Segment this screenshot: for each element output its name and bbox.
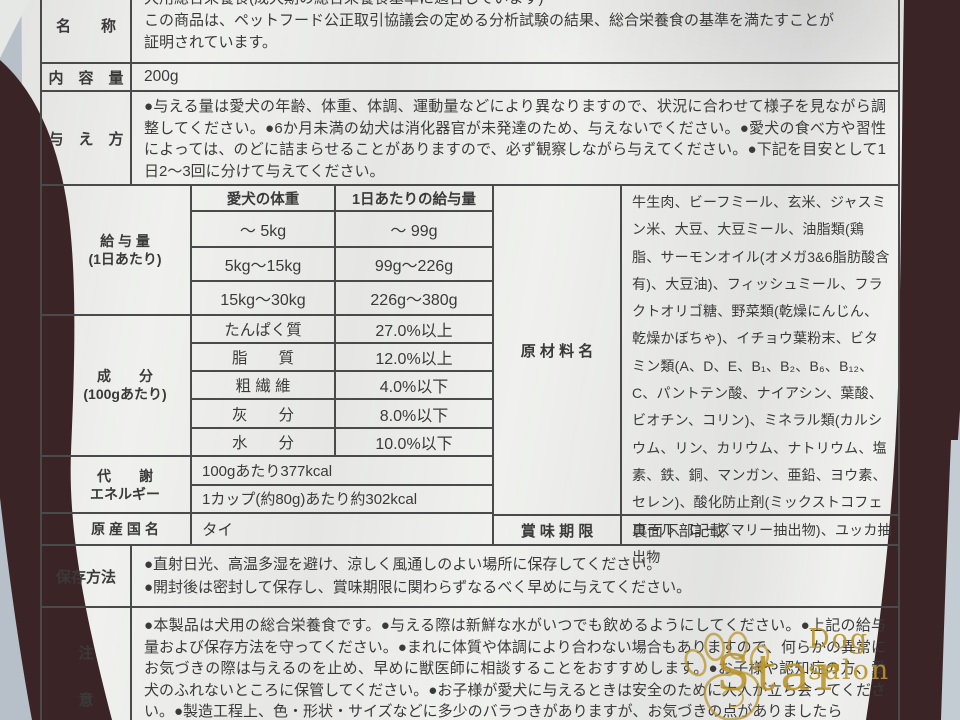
energy-section: 代 謝 エネルギー 100gあたり377kcal 1カップ(約80g)あたり約3… [42,454,492,513]
supply-weight-cell: 5kg〜15kg [192,248,336,280]
nutrition-row: 粗 繊 維 4.0%以下 [192,370,492,399]
supply-label-line2: (1日あたり) [88,251,162,267]
feeding-text: ●与える量は愛犬の年齢、体重、体調、運動量などにより異なりますので、状況に合わせ… [144,98,886,180]
energy-label-line1: 代 謝 [97,467,153,484]
origin-value: タイ [202,522,234,540]
nutrition-row: たんぱく質 27.0%以上 [192,316,492,343]
watermark-shop-type: Dog salon [808,624,891,686]
energy-label-line2: エネルギー [90,485,160,502]
ingredients-text: 牛生肉、ビーフミール、玄米、ジャスミン米、大豆、大豆ミール、油脂類(鶏脂、サーモ… [632,194,892,565]
supply-amount-cell: 99g〜226g [374,258,454,275]
caution-text: ●本製品は犬用の総合栄養食です。●与える際は新鮮な水がいつでも飲めるようにしてく… [144,617,886,720]
supply-weight-cell: 15kg〜30kg [192,282,336,314]
energy-row: 1カップ(約80g)あたり約302kcal [192,483,492,513]
name-value: 犬用総合栄養食(成犬期の総合栄養食基準に適合しています) この商品は、ペットフー… [132,0,846,62]
supply-label: 給 与 量 (1日あたり) [42,186,192,314]
expiry-value: 裏面下部記載 [632,523,726,540]
row-contents: 内 容 量 200g [42,62,898,90]
supply-row: 〜 5kg 〜 99g [192,212,492,246]
row-name: 名 称 犬用総合栄養食(成犬期の総合栄養食基準に適合しています) この商品は、ペ… [42,0,898,62]
ingredients-label: 原 材 料 名 [494,186,622,514]
contents-label: 内 容 量 [42,64,132,90]
nutrient-value: 27.0%以上 [375,323,453,341]
nutrient-name: たんぱく質 [192,316,336,343]
expiry-row: 賞 味 期 限 裏面下部記載 [494,514,898,544]
row-caution: 注 意 ●本製品は犬用の総合栄養食です。●与える際は新鮮な水がいつでも飲めるよう… [42,606,898,720]
energy-row: 100gあたり377kcal [202,462,333,480]
nutrient-name: 脂 質 [192,344,336,371]
name-line-2: この商品は、ペットフード公正取引協議会の定める分析試験の結果、総合栄養食の基準を… [144,12,835,29]
caution-label-char1: 注 [78,645,94,662]
name-line-1: 犬用総合栄養食(成犬期の総合栄養食基準に適合しています) [144,0,834,10]
nutrient-value: 12.0%以上 [375,351,453,369]
nutrition-label-line1: 成 分 [97,368,153,385]
storage-line: ●開封後は密封して保存し、賞味期限に関わらずなるべく早めに与えてください。 [144,579,692,596]
nutrient-name: 粗 繊 維 [192,372,336,399]
storage-text: ●直射日光、高温多湿を避け、涼しく風通しのよい場所に保存してください。 ●開封後… [132,546,898,606]
ingredients-section: 原 材 料 名 牛生肉、ビーフミール、玄米、ジャスミン米、大豆、大豆ミール、油脂… [494,186,898,565]
nutrition-row: 水 分 10.0%以下 [192,426,492,455]
supply-row: 5kg〜15kg 99g〜226g [192,246,492,280]
middle-left: 給 与 量 (1日あたり) 愛犬の体重 1日あたりの給与量 [42,186,492,544]
storage-line: ●直射日光、高温多湿を避け、涼しく風通しのよい場所に保存してください。 [144,556,662,573]
storage-label: 保存方法 [42,546,132,606]
supply-section: 給 与 量 (1日あたり) 愛犬の体重 1日あたりの給与量 [42,186,492,314]
name-line-3: 証明されています。 [144,34,278,51]
nutrient-value: 10.0%以下 [375,435,453,453]
supply-table: 愛犬の体重 1日あたりの給与量 〜 5kg 〜 99g [192,186,492,314]
supply-rows: 〜 5kg 〜 99g 5kg〜15kg 99g〜226g [192,212,492,314]
row-feeding: 与 え 方 ●与える量は愛犬の年齢、体重、体調、運動量などにより異なりますので、… [42,90,898,184]
expiry-label: 賞 味 期 限 [494,516,622,544]
supply-row: 15kg〜30kg 226g〜380g [192,280,492,314]
nutrition-row: 脂 質 12.0%以上 [192,342,492,371]
caution-label: 注 意 [42,608,132,720]
row-storage: 保存方法 ●直射日光、高温多湿を避け、涼しく風通しのよい場所に保存してください。… [42,544,898,606]
caution-label-char2: 意 [78,692,94,709]
origin-label: 原 産 国 名 [42,514,192,544]
nutrient-value: 4.0%以下 [379,379,449,397]
paw-ornament-icon [684,631,770,720]
supply-label-line1: 給 与 量 [100,233,150,249]
feeding-label: 与 え 方 [42,92,132,184]
contents-value: 200g [144,68,179,85]
origin-row: 原 産 国 名 タイ [42,512,492,544]
spec-sheet: 名 称 犬用総合栄養食(成犬期の総合栄養食基準に適合しています) この商品は、ペ… [40,0,900,720]
energy-label: 代 謝 エネルギー [42,456,192,513]
nutrient-name: 水 分 [192,428,336,455]
supply-amount-cell: 〜 99g [390,223,438,240]
nutrition-rows: たんぱく質 27.0%以上 脂 質 12.0%以上 粗 繊 [192,316,492,455]
supply-header-row: 愛犬の体重 1日あたりの給与量 [192,186,492,212]
row-middle: 給 与 量 (1日あたり) 愛犬の体重 1日あたりの給与量 [42,184,898,565]
supply-weight-cell: 〜 5kg [192,212,336,246]
nutrition-label: 成 分 (100gあたり) [42,316,192,455]
supply-header-amount: 1日あたりの給与量 [351,191,477,208]
watermark-shop-name: Star sea [716,644,845,720]
spec-table: 名 称 犬用総合栄養食(成犬期の総合栄養食基準に適合しています) この商品は、ペ… [40,0,900,720]
nutrition-label-line2: (100gあたり) [83,386,167,403]
nutrition-row: 灰 分 8.0%以下 [192,398,492,427]
name-label: 名 称 [42,0,132,62]
nutrient-name: 灰 分 [192,400,336,427]
supply-header-weight: 愛犬の体重 [192,186,336,210]
middle-right: 原 材 料 名 牛生肉、ビーフミール、玄米、ジャスミン米、大豆、大豆ミール、油脂… [492,186,898,565]
nutrition-section: 成 分 (100gあたり) たんぱく質 27.0%以上 [42,314,492,455]
nutrient-value: 8.0%以下 [379,407,449,425]
supply-amount-cell: 226g〜380g [370,292,458,309]
energy-rows: 100gあたり377kcal 1カップ(約80g)あたり約302kcal [192,457,492,513]
